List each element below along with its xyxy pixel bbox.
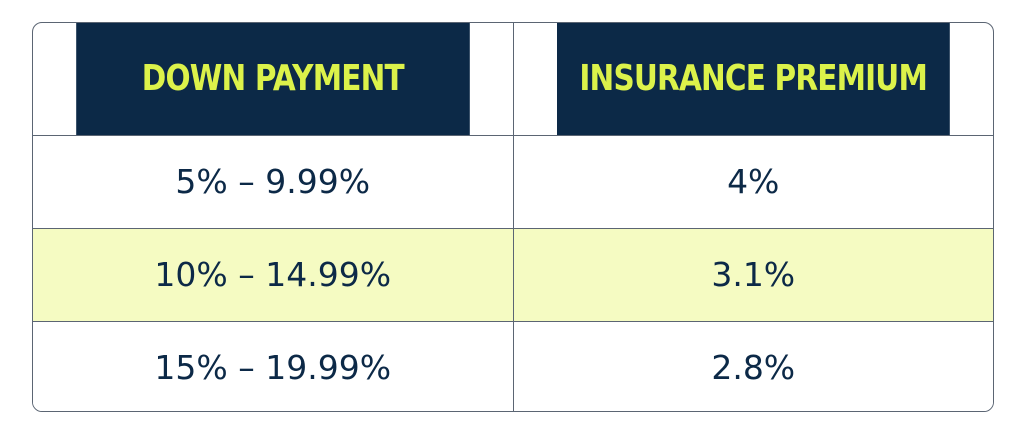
- table-row: 15% – 19.99% 2.8%: [33, 320, 993, 411]
- header-row: DOWN PAYMENT INSURANCE PREMIUM: [33, 23, 993, 135]
- premium-cell: 3.1%: [513, 227, 993, 321]
- table-header: DOWN PAYMENT INSURANCE PREMIUM: [33, 23, 993, 135]
- down-payment-cell: 10% – 14.99%: [33, 227, 514, 321]
- table-body: 5% – 9.99% 4% 10% – 14.99% 3.1% 15% – 19…: [33, 134, 993, 411]
- table-row: 5% – 9.99% 4%: [33, 134, 993, 228]
- header-insurance-premium: INSURANCE PREMIUM: [556, 23, 950, 135]
- header-down-payment: DOWN PAYMENT: [76, 23, 471, 135]
- premium-table: DOWN PAYMENT INSURANCE PREMIUM 5% – 9.99…: [33, 23, 993, 411]
- premium-table-container: DOWN PAYMENT INSURANCE PREMIUM 5% – 9.99…: [32, 22, 994, 412]
- premium-cell: 2.8%: [513, 320, 993, 411]
- down-payment-cell: 15% – 19.99%: [33, 320, 514, 411]
- header-down-payment-label: DOWN PAYMENT: [141, 58, 405, 100]
- premium-cell: 4%: [513, 134, 993, 228]
- table-row: 10% – 14.99% 3.1%: [33, 227, 993, 321]
- down-payment-cell: 5% – 9.99%: [33, 134, 514, 228]
- header-insurance-premium-label: INSURANCE PREMIUM: [579, 58, 928, 100]
